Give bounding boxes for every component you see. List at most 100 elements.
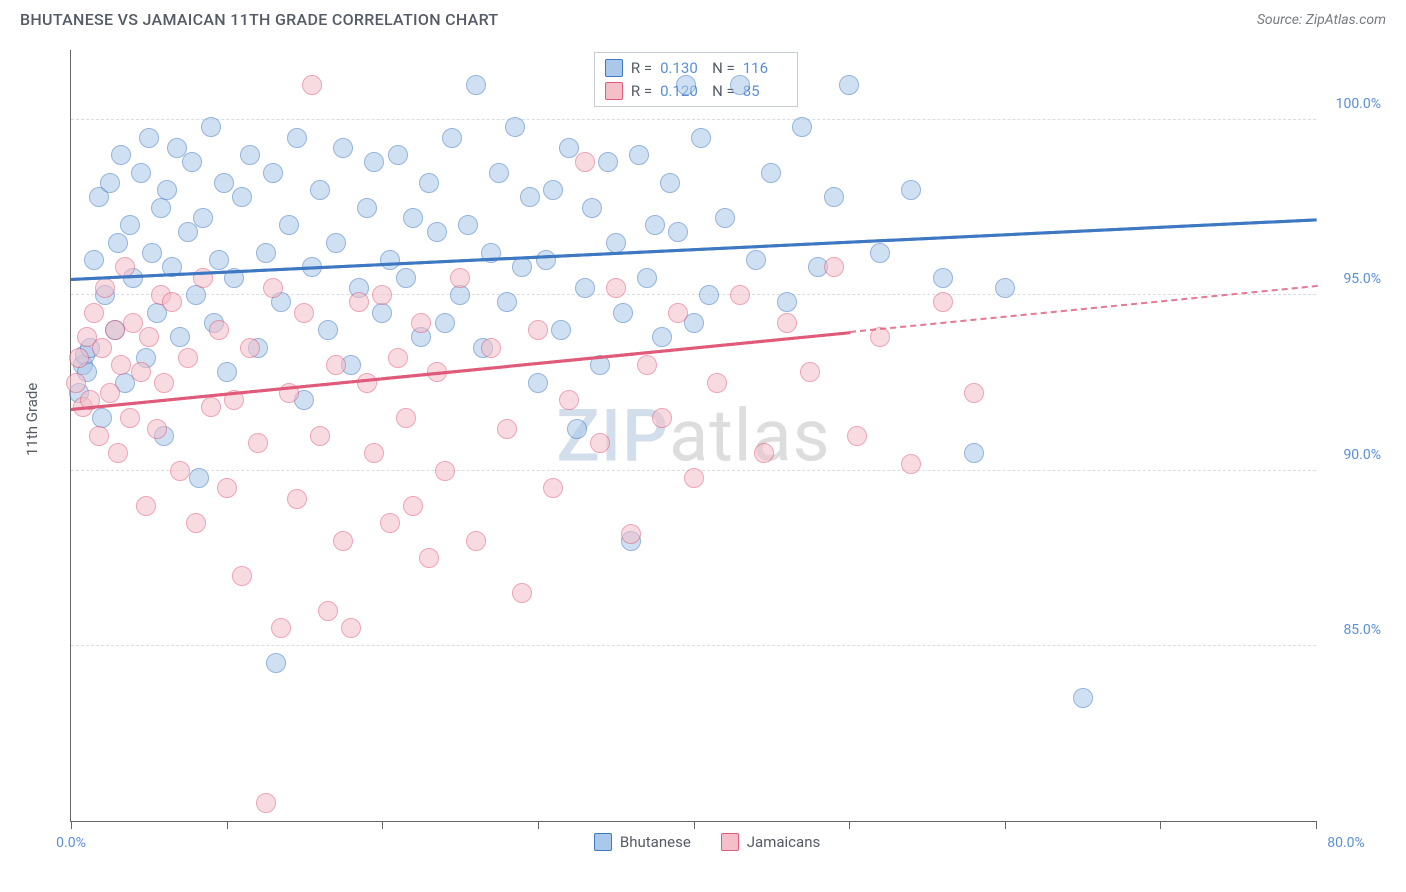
scatter-point-bhutanese xyxy=(551,320,571,340)
xtick xyxy=(1160,821,1161,829)
scatter-point-bhutanese xyxy=(777,292,797,312)
scatter-point-jamaicans xyxy=(287,489,307,509)
scatter-point-jamaicans xyxy=(95,278,115,298)
scatter-point-bhutanese xyxy=(120,215,140,235)
scatter-point-bhutanese xyxy=(310,180,330,200)
scatter-point-bhutanese xyxy=(403,208,423,228)
scatter-point-bhutanese xyxy=(396,268,416,288)
scatter-point-jamaicans xyxy=(403,496,423,516)
scatter-point-bhutanese xyxy=(263,163,283,183)
scatter-point-jamaicans xyxy=(419,548,439,568)
scatter-point-bhutanese xyxy=(1073,688,1093,708)
scatter-point-bhutanese xyxy=(964,443,984,463)
ytick-label: 90.0% xyxy=(1326,447,1381,463)
chart-title: BHUTANESE VS JAMAICAN 11TH GRADE CORRELA… xyxy=(20,10,498,29)
ytick-label: 85.0% xyxy=(1326,622,1381,638)
scatter-point-jamaicans xyxy=(105,320,125,340)
scatter-point-jamaicans xyxy=(263,278,283,298)
xtick xyxy=(694,821,695,829)
scatter-point-bhutanese xyxy=(792,117,812,137)
scatter-point-bhutanese xyxy=(111,145,131,165)
xtick xyxy=(1005,821,1006,829)
scatter-point-bhutanese xyxy=(151,198,171,218)
scatter-point-bhutanese xyxy=(266,653,286,673)
gridline xyxy=(71,645,1316,646)
scatter-point-bhutanese xyxy=(730,75,750,95)
scatter-point-bhutanese xyxy=(645,215,665,235)
scatter-point-jamaicans xyxy=(162,292,182,312)
scatter-point-jamaicans xyxy=(131,362,151,382)
scatter-point-jamaicans xyxy=(466,531,486,551)
scatter-point-bhutanese xyxy=(388,145,408,165)
chart-container: 11th Grade ZIPatlas R = 0.130 N = 116 R … xyxy=(20,40,1386,872)
scatter-point-bhutanese xyxy=(668,222,688,242)
scatter-point-jamaicans xyxy=(901,454,921,474)
xtick xyxy=(382,821,383,829)
scatter-point-jamaicans xyxy=(108,443,128,463)
xtick xyxy=(538,821,539,829)
stats-row-jamaicans: R = 0.120 N = 85 xyxy=(605,80,787,103)
scatter-point-jamaicans xyxy=(730,285,750,305)
n-label: N = xyxy=(712,57,735,80)
r-label: R = xyxy=(631,80,652,103)
scatter-point-bhutanese xyxy=(575,278,595,298)
scatter-point-bhutanese xyxy=(287,128,307,148)
scatter-point-bhutanese xyxy=(746,250,766,270)
scatter-point-bhutanese xyxy=(333,138,353,158)
scatter-point-bhutanese xyxy=(209,250,229,270)
scatter-point-bhutanese xyxy=(318,320,338,340)
scatter-point-jamaicans xyxy=(170,461,190,481)
scatter-point-jamaicans xyxy=(668,303,688,323)
scatter-point-bhutanese xyxy=(157,180,177,200)
plot-area: ZIPatlas R = 0.130 N = 116 R = 0.120 N =… xyxy=(70,50,1316,822)
scatter-point-bhutanese xyxy=(839,75,859,95)
scatter-point-jamaicans xyxy=(590,433,610,453)
scatter-point-bhutanese xyxy=(189,468,209,488)
scatter-point-bhutanese xyxy=(512,257,532,277)
scatter-point-bhutanese xyxy=(901,180,921,200)
scatter-point-bhutanese xyxy=(691,128,711,148)
scatter-point-jamaicans xyxy=(575,152,595,172)
scatter-point-jamaicans xyxy=(380,513,400,533)
scatter-point-bhutanese xyxy=(201,117,221,137)
swatch-jamaicans xyxy=(721,833,739,851)
scatter-point-jamaicans xyxy=(684,468,704,488)
scatter-point-bhutanese xyxy=(660,173,680,193)
swatch-bhutanese xyxy=(605,59,623,77)
scatter-point-jamaicans xyxy=(271,618,291,638)
scatter-point-bhutanese xyxy=(100,173,120,193)
scatter-point-jamaicans xyxy=(606,278,626,298)
scatter-point-bhutanese xyxy=(458,215,478,235)
scatter-point-bhutanese xyxy=(824,187,844,207)
scatter-point-jamaicans xyxy=(154,373,174,393)
scatter-point-jamaicans xyxy=(450,268,470,288)
scatter-point-jamaicans xyxy=(100,383,120,403)
scatter-point-jamaicans xyxy=(326,355,346,375)
scatter-point-bhutanese xyxy=(505,117,525,137)
xtick-label-first: 0.0% xyxy=(56,835,86,851)
scatter-point-jamaicans xyxy=(497,419,517,439)
scatter-point-jamaicans xyxy=(512,583,532,603)
scatter-point-bhutanese xyxy=(637,268,657,288)
scatter-point-jamaicans xyxy=(435,461,455,481)
legend-label-jamaicans: Jamaicans xyxy=(747,833,820,851)
scatter-point-bhutanese xyxy=(870,243,890,263)
scatter-point-bhutanese xyxy=(582,198,602,218)
scatter-point-bhutanese xyxy=(178,222,198,242)
scatter-point-bhutanese xyxy=(142,243,162,263)
scatter-point-bhutanese xyxy=(427,222,447,242)
scatter-point-jamaicans xyxy=(411,313,431,333)
scatter-point-jamaicans xyxy=(707,373,727,393)
scatter-point-bhutanese xyxy=(613,303,633,323)
scatter-point-jamaicans xyxy=(800,362,820,382)
scatter-point-jamaicans xyxy=(543,478,563,498)
scatter-point-bhutanese xyxy=(528,373,548,393)
scatter-point-bhutanese xyxy=(182,152,202,172)
scatter-point-bhutanese xyxy=(193,208,213,228)
scatter-point-bhutanese xyxy=(214,173,234,193)
scatter-point-jamaicans xyxy=(847,426,867,446)
scatter-point-jamaicans xyxy=(294,303,314,323)
xtick xyxy=(1316,821,1317,829)
scatter-point-jamaicans xyxy=(357,373,377,393)
scatter-point-jamaicans xyxy=(754,443,774,463)
